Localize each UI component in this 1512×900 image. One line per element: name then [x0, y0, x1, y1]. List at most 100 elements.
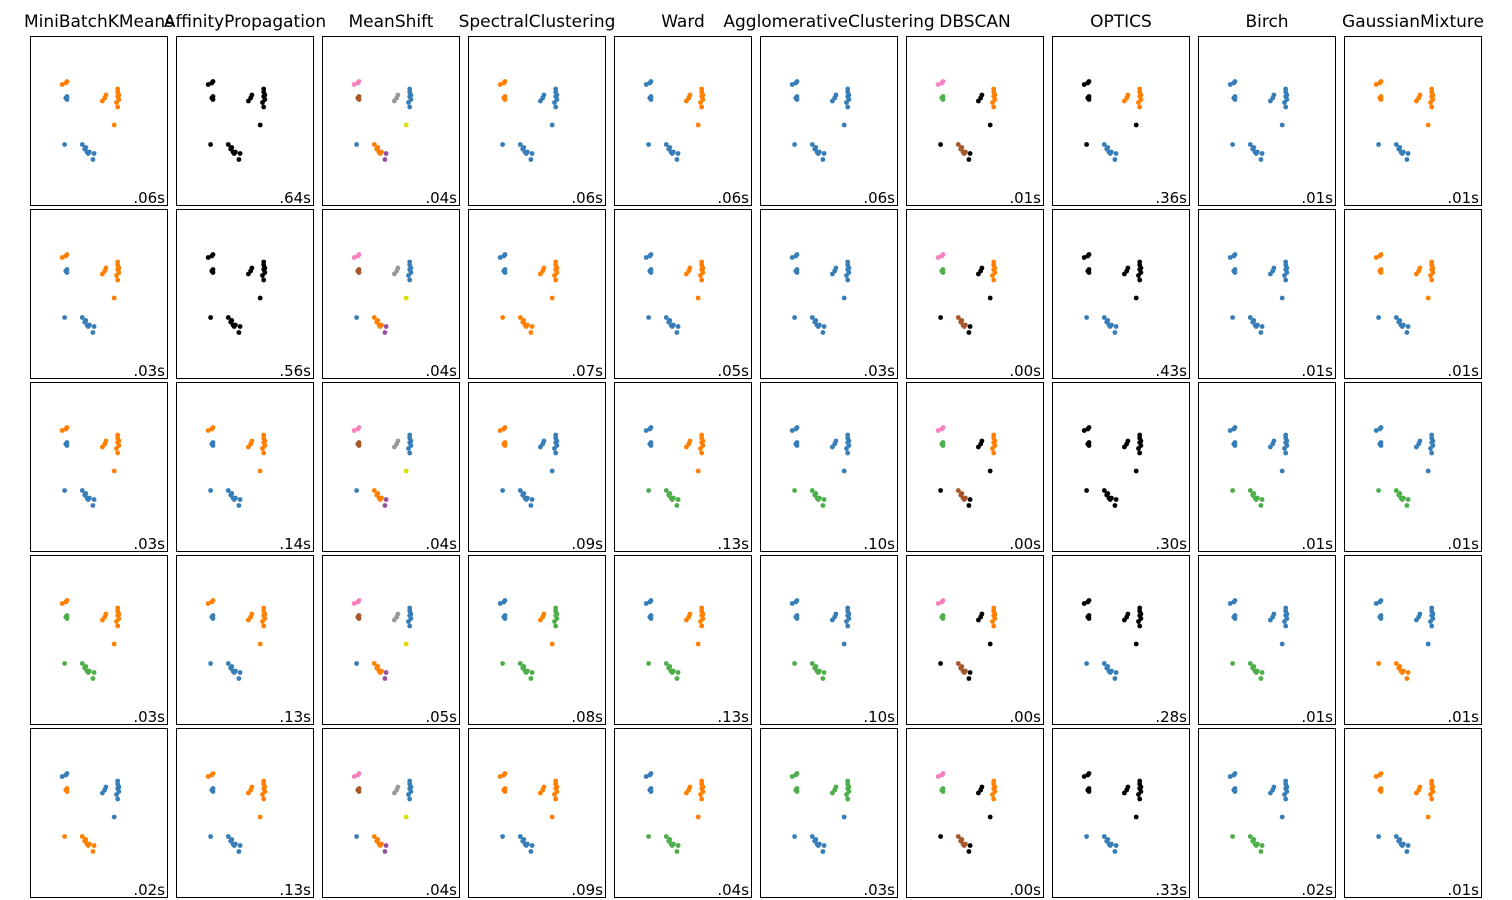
data-point [554, 611, 560, 617]
scatter-panel: .01s [1344, 382, 1482, 553]
data-point [383, 670, 389, 675]
scatter-panel: .02s [30, 728, 168, 899]
data-point [1258, 849, 1264, 854]
data-point [549, 295, 555, 301]
data-point [354, 142, 359, 147]
scatter-panel: .14s [176, 382, 314, 553]
data-point [1373, 428, 1379, 433]
data-point [963, 322, 968, 328]
data-point [674, 676, 680, 681]
data-point [695, 295, 701, 301]
data-point [992, 438, 998, 444]
data-point [1401, 322, 1406, 328]
data-point [236, 330, 242, 335]
data-point [356, 598, 362, 603]
data-point [955, 315, 961, 320]
data-point [528, 503, 534, 508]
data-point [1271, 611, 1277, 617]
data-point [1085, 95, 1091, 101]
data-point [1376, 488, 1381, 493]
data-point [91, 497, 97, 502]
data-point [844, 100, 849, 105]
data-point [395, 265, 401, 271]
data-point [1101, 488, 1107, 493]
data-point [687, 784, 693, 790]
data-point [374, 492, 380, 498]
data-point [371, 315, 377, 320]
data-point [500, 315, 505, 320]
data-point [354, 488, 359, 493]
data-point [674, 330, 680, 335]
data-point [1396, 146, 1402, 152]
data-point [528, 157, 534, 162]
data-point [1137, 450, 1143, 456]
scatter-panel: .06s [30, 36, 168, 207]
data-point [82, 319, 88, 325]
data-point [1405, 151, 1411, 156]
data-point [407, 104, 413, 110]
data-point [675, 843, 681, 848]
data-point [1377, 787, 1383, 793]
data-point [967, 324, 973, 329]
data-point [1377, 614, 1383, 620]
data-point [1125, 265, 1131, 271]
data-point [955, 488, 961, 493]
data-point [64, 252, 70, 257]
data-point [1417, 265, 1423, 271]
data-point [115, 277, 121, 283]
data-point [1428, 619, 1433, 624]
data-point [257, 295, 263, 301]
data-point [687, 92, 693, 98]
data-point [845, 450, 851, 456]
data-point [114, 619, 119, 624]
data-point [1232, 252, 1238, 257]
data-point [1247, 142, 1253, 147]
data-point [82, 665, 88, 671]
data-point [59, 601, 65, 606]
data-point [1417, 784, 1423, 790]
data-point [1259, 843, 1265, 848]
time-label: .01s [1301, 708, 1333, 726]
data-point [257, 122, 263, 128]
data-point [1405, 843, 1411, 848]
scatter-plot [497, 79, 560, 162]
data-point [374, 319, 380, 325]
data-point [63, 787, 69, 793]
data-point [1393, 142, 1399, 147]
data-point [502, 252, 508, 257]
data-point [87, 322, 92, 328]
data-point [262, 92, 268, 98]
data-point [549, 122, 555, 128]
data-point [355, 614, 361, 620]
data-point [1401, 149, 1406, 155]
data-point [1430, 92, 1436, 98]
data-point [1104, 319, 1110, 325]
data-point [111, 814, 117, 820]
data-point [1258, 676, 1264, 681]
data-point [833, 611, 839, 617]
scatter-plot [1227, 252, 1290, 335]
data-point [935, 255, 941, 260]
data-point [1227, 82, 1233, 87]
data-point [820, 330, 826, 335]
time-label: .02s [133, 881, 165, 899]
data-point [501, 614, 507, 620]
time-label: .06s [863, 189, 895, 207]
scatter-panel: .10s [760, 555, 898, 726]
scatter-panel: .30s [1052, 382, 1190, 553]
time-label: .06s [571, 189, 603, 207]
data-point [1250, 319, 1256, 325]
data-point [1378, 425, 1384, 430]
data-point [935, 774, 941, 779]
time-label: .01s [1009, 189, 1041, 207]
data-point [1378, 252, 1384, 257]
data-point [809, 488, 815, 493]
data-point [91, 324, 97, 329]
data-point [938, 661, 943, 666]
scatter-panel: .01s [1198, 36, 1336, 207]
data-point [1227, 774, 1233, 779]
time-label: .04s [425, 881, 457, 899]
data-point [1417, 92, 1423, 98]
scatter-plot [1081, 79, 1144, 162]
data-point [87, 149, 92, 155]
